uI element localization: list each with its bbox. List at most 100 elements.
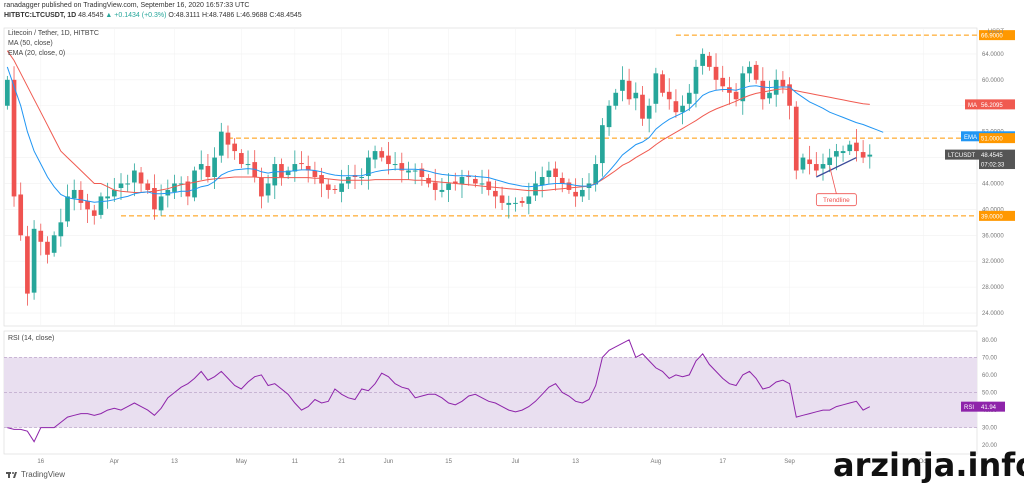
price-tag-value: 48.4545 — [981, 153, 1003, 159]
candle-body — [519, 200, 525, 203]
candle-body — [633, 92, 639, 99]
symbol-line: HITBTC:LTCUSDT, 1D 48.4545 ▲ +0.1434 (+0… — [4, 12, 302, 19]
price-tag-value: 07:02:33 — [981, 163, 1005, 169]
legend-ma[interactable]: MA (50, close) — [8, 40, 53, 47]
candle-body — [18, 194, 24, 236]
x-tick-label: Jun — [384, 459, 394, 465]
candle-body — [98, 196, 104, 215]
price-tag-value: 51.0000 — [981, 137, 1003, 143]
y-tick-label: 32.0000 — [982, 259, 1004, 265]
x-tick-label: 11 — [292, 459, 299, 465]
candle-body — [359, 177, 365, 178]
grid — [4, 28, 977, 326]
candle-body — [138, 172, 144, 184]
candle-body — [486, 181, 492, 190]
x-tick-label: 21 — [338, 459, 345, 465]
candle-body — [840, 151, 846, 154]
candle-body — [513, 202, 518, 204]
legend-rsi[interactable]: RSI (14, close) — [8, 335, 55, 342]
candle-body — [713, 66, 719, 80]
candle-body — [205, 165, 211, 177]
candle-body — [292, 164, 298, 172]
candle-body — [666, 91, 672, 100]
rsi-line — [7, 339, 871, 443]
price-tag-bg — [979, 133, 1015, 144]
candle-body — [132, 170, 137, 183]
candle-body — [854, 142, 859, 152]
candle-body — [747, 66, 752, 74]
svg-text:USDT: USDT — [988, 29, 1005, 35]
candle-body — [105, 196, 110, 199]
tradingview-logo-icon — [6, 471, 17, 478]
candle-body — [145, 183, 151, 190]
candle-body — [5, 79, 10, 106]
candle-body — [646, 105, 652, 119]
candle-body — [198, 164, 204, 170]
tradingview-footer[interactable]: TradingView — [6, 470, 65, 479]
candle-body — [71, 189, 77, 199]
candle-body — [867, 154, 873, 157]
ma50-line — [6, 50, 870, 193]
y-tick-label: 36.0000 — [982, 233, 1004, 239]
candle-body — [239, 153, 244, 165]
candle-body — [85, 200, 90, 210]
price-tag-bg — [979, 30, 1015, 41]
legend-title[interactable]: Litecoin / Tether, 1D, HITBTC — [8, 30, 99, 37]
candle-body — [91, 210, 97, 216]
y-tick-label: 40.0000 — [982, 207, 1004, 213]
rsi-axis: 20.0030.0040.0050.0060.0070.0080.00RSI41… — [961, 338, 1005, 449]
x-tick-label: 16 — [37, 459, 44, 465]
candle-body — [727, 87, 732, 93]
candles — [5, 48, 873, 306]
trendline[interactable]: Trendline — [815, 156, 857, 207]
candle-body — [245, 164, 251, 166]
candle-body — [566, 182, 572, 190]
y-tick-label: 64.0000 — [982, 52, 1004, 58]
legend-ema[interactable]: EMA (20, close, 0) — [8, 50, 66, 57]
candle-body — [760, 80, 766, 100]
price-tag-value: 39.0000 — [981, 214, 1003, 220]
candle-body — [700, 53, 705, 66]
y-tick-label: 24.0000 — [982, 311, 1004, 317]
time-axis: 16 Apr 13 May 11 21 Jun 15 Jul 13 Aug 17 Sep Oct — [37, 459, 928, 465]
candle-body — [78, 189, 84, 203]
candle-body — [860, 152, 866, 158]
candle-body — [25, 236, 30, 294]
rsi-tag-name-bg — [961, 401, 979, 412]
price-tag-value: 56.2095 — [981, 103, 1003, 109]
candle-body — [118, 183, 124, 189]
candle-body — [412, 170, 418, 172]
candle-body — [152, 188, 157, 210]
candle-body — [613, 92, 619, 106]
candle-body — [820, 164, 826, 169]
candle-body — [626, 80, 632, 100]
candle-body — [279, 164, 284, 177]
candle-body — [827, 157, 833, 166]
candle-body — [446, 183, 451, 190]
price-change: ▲ +0.1434 (+0.3%) — [105, 12, 167, 19]
brand-label: TradingView — [21, 470, 66, 479]
x-tick-label: 17 — [719, 459, 726, 465]
candle-body — [673, 101, 679, 113]
candle-body — [432, 182, 438, 190]
candle-body — [11, 79, 17, 197]
candle-body — [559, 177, 565, 184]
trendline-segment — [816, 156, 857, 178]
x-tick-label: Jul — [512, 459, 520, 465]
candle-body — [51, 235, 57, 253]
candle-body — [272, 164, 278, 186]
candle-body — [392, 164, 398, 166]
candle-body — [379, 151, 385, 158]
candle-body — [553, 168, 558, 177]
candle-body — [834, 151, 839, 157]
x-tick-label: Sep — [784, 459, 795, 465]
price-tag-bg — [979, 149, 1015, 160]
price-tag-value: 66.9000 — [981, 34, 1003, 40]
candle-body — [319, 175, 324, 184]
rsi-tag-value: 41.94 — [981, 405, 997, 411]
price-tag-name-bg — [965, 99, 979, 110]
candle-body — [299, 163, 304, 165]
candle-body — [386, 155, 391, 165]
candle-body — [593, 164, 599, 185]
candle-body — [332, 188, 338, 190]
